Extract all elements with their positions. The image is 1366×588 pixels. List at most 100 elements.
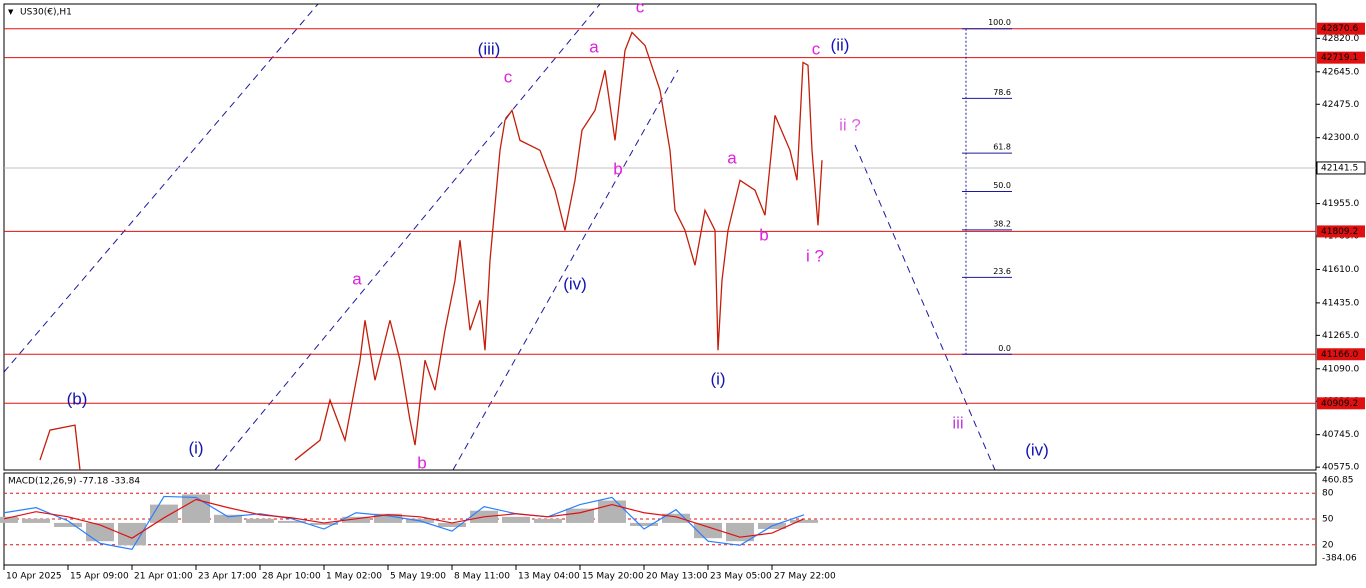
wave-label: (ii): [831, 35, 850, 54]
level-label-bg: [1317, 348, 1365, 361]
fib-label: 0.0: [998, 344, 1011, 353]
level-label-bg: [1317, 51, 1365, 64]
y-tick-label: 40575.0: [1322, 463, 1359, 473]
y-tick-label: 41090.0: [1322, 364, 1359, 374]
y-tick-label: 40745.0: [1322, 430, 1359, 440]
macd-bar: [438, 522, 466, 527]
y-tick-label: 41265.0: [1322, 331, 1359, 341]
x-tick-label: 23 May 05:00: [710, 572, 772, 582]
trendline: [3, 3, 319, 373]
x-tick-label: 23 Apr 17:00: [198, 572, 257, 582]
macd-bar: [246, 518, 274, 523]
macd-tick-label: 460.85: [1322, 476, 1354, 486]
fib-label: 38.2: [993, 219, 1011, 228]
x-tick-label: 10 Apr 2025: [6, 572, 62, 582]
level-label: 42870.6: [1321, 24, 1358, 34]
main-frame: [3, 3, 1317, 471]
wave-label: (iii): [478, 39, 501, 58]
macd-level-label: 50: [1322, 515, 1334, 525]
macd-tick-label: -384.06: [1322, 554, 1357, 564]
wave-label: b: [759, 225, 768, 244]
x-tick-label: 27 May 22:00: [774, 572, 836, 582]
level-label: 41166.0: [1321, 350, 1358, 360]
macd-bar: [22, 518, 50, 523]
macd-bar: [86, 522, 114, 542]
x-tick-label: 21 Apr 01:00: [134, 572, 193, 582]
wave-label: (b): [67, 389, 88, 408]
x-tick-label: 5 May 19:00: [390, 572, 446, 582]
trendline: [214, 3, 601, 471]
x-tick-label: 15 Apr 09:00: [70, 572, 129, 582]
signal-line: [3, 498, 805, 539]
menu-arrow[interactable]: ▼: [8, 8, 14, 16]
x-tick-label: 1 May 02:00: [326, 572, 382, 582]
macd-bar: [182, 494, 210, 523]
wave-label: (i): [188, 438, 203, 457]
current-price-label: 42141.5: [1321, 163, 1358, 173]
macd-bar: [726, 522, 754, 542]
x-tick-label: 13 May 04:00: [518, 572, 580, 582]
macd-bar: [534, 518, 562, 523]
macd-bar: [502, 516, 530, 523]
y-tick-label: 41955.0: [1322, 199, 1359, 209]
level-label-bg: [1317, 22, 1365, 35]
wave-label: a: [352, 269, 362, 288]
y-tick-label: 41435.0: [1322, 298, 1359, 308]
y-tick-label: 42475.0: [1322, 100, 1359, 110]
fib-label: 61.8: [993, 143, 1011, 152]
macd-level-label: 80: [1322, 489, 1334, 499]
x-tick-label: 20 May 13:00: [646, 572, 708, 582]
y-tick-label: 41610.0: [1322, 265, 1359, 275]
macd-bar: [598, 500, 626, 523]
wave-label: a: [727, 148, 737, 167]
wave-label: b: [613, 159, 622, 178]
macd-bar: [214, 514, 242, 523]
level-label-bg: [1317, 225, 1365, 238]
macd-bar: [374, 513, 402, 523]
macd-bar: [662, 513, 690, 523]
wave-label: (iv): [1025, 440, 1049, 459]
price-line: [39, 31, 823, 471]
macd-bar: [118, 522, 146, 546]
y-tick-label: 42820.0: [1322, 34, 1359, 44]
current-price-bg: [1316, 161, 1366, 175]
macd-bar: [790, 519, 818, 523]
macd-level-label: 20: [1322, 540, 1334, 550]
y-tick-label: 42645.0: [1322, 67, 1359, 77]
macd-title: MACD(12,26,9) -77.18 -33.84: [8, 477, 140, 487]
fib-label: 100.0: [988, 18, 1011, 27]
macd-bar: [278, 520, 306, 523]
wave-label: b: [417, 453, 426, 472]
wave-label: ii ?: [839, 115, 861, 134]
fib-label: 50.0: [993, 181, 1011, 190]
wave-label: (i): [710, 369, 725, 388]
wave-label: c: [636, 0, 645, 16]
macd-bar: [566, 508, 594, 523]
x-tick-label: 8 May 11:00: [454, 572, 510, 582]
wave-label: (iv): [563, 274, 587, 293]
macd-bar: [0, 516, 18, 523]
macd-bar: [342, 516, 370, 523]
level-label: 42719.1: [1321, 53, 1358, 63]
wave-label: i ?: [806, 246, 824, 265]
fib-label: 78.6: [993, 88, 1011, 97]
x-tick-label: 15 May 20:00: [582, 572, 644, 582]
level-label: 40909.2: [1321, 399, 1358, 409]
macd-line: [3, 495, 805, 551]
wave-label: iii: [952, 413, 963, 432]
chart-title: US30(€),H1: [20, 8, 72, 18]
macd-bar: [54, 522, 82, 527]
x-tick-label: 28 Apr 10:00: [262, 572, 321, 582]
wave-label: c: [504, 67, 513, 86]
wave-label: a: [589, 37, 599, 56]
trendline: [854, 144, 996, 471]
level-label: 41809.2: [1321, 227, 1358, 237]
macd-bar: [310, 522, 338, 525]
fib-label: 23.6: [993, 267, 1011, 276]
level-label-bg: [1317, 397, 1365, 410]
macd-bar: [630, 522, 658, 526]
wave-label: c: [812, 39, 821, 58]
y-tick-label: 42300.0: [1322, 133, 1359, 143]
